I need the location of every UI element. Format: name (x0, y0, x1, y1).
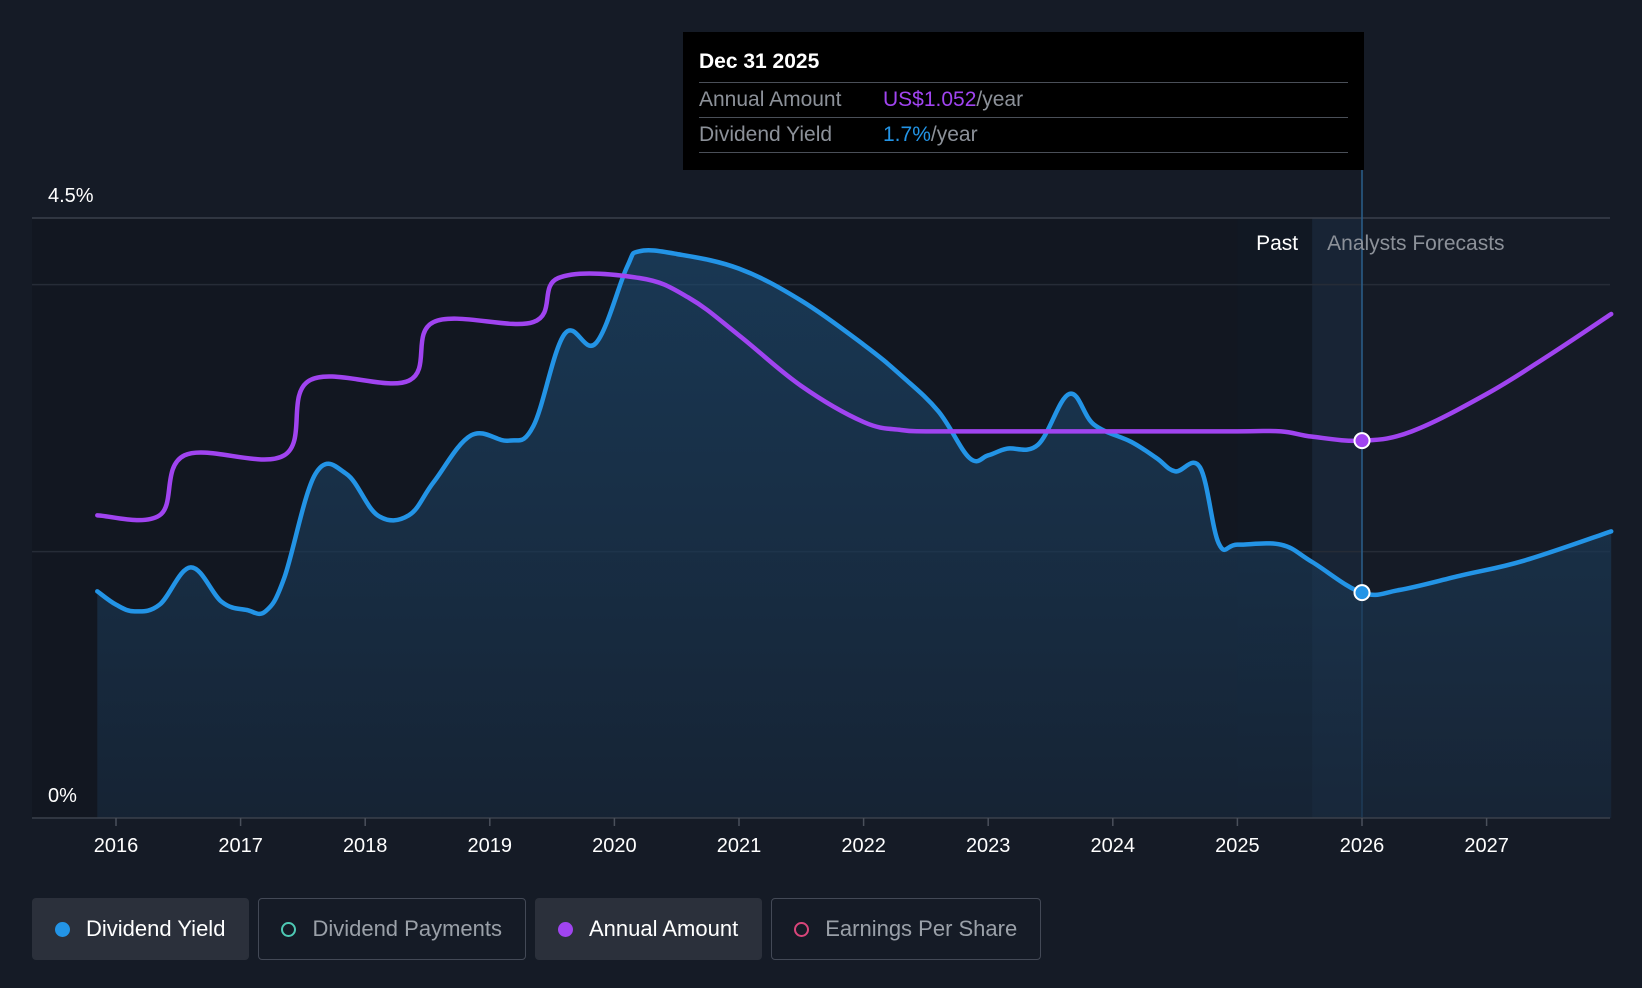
x-tick-label: 2018 (343, 835, 388, 857)
tooltip-row-annual-amount: Annual Amount US$1.052 /year (699, 83, 1348, 118)
tooltip-row-dividend-yield: Dividend Yield 1.7% /year (699, 118, 1348, 153)
legend-dividend-yield[interactable]: Dividend Yield (32, 898, 250, 960)
tooltip: Dec 31 2025 Annual Amount US$1.052 /year… (683, 32, 1364, 170)
y-tick-label-top: 4.5% (48, 185, 94, 207)
tooltip-value: 1.7% (883, 123, 931, 146)
tooltip-unit: /year (930, 123, 978, 146)
dividend-payments-ring-icon (281, 921, 297, 937)
legend-label: Dividend Payments (312, 916, 502, 941)
annual-amount-marker (1353, 432, 1371, 450)
dividend-yield-area (97, 250, 1612, 819)
x-tick-label: 2025 (1215, 835, 1260, 857)
x-tick-label: 2019 (468, 835, 513, 857)
x-tick-label: 2016 (94, 835, 139, 857)
tooltip-label: Dividend Yield (699, 123, 833, 146)
forecast-label: Analysts Forecasts (1327, 232, 1504, 255)
x-tick-label: 2023 (966, 835, 1011, 857)
tooltip-unit: /year (976, 88, 1024, 111)
x-tick-label: 2020 (592, 835, 637, 857)
x-tick-label: 2026 (1340, 835, 1385, 857)
y-tick-label-bottom: 0% (48, 785, 77, 807)
legend-dividend-payments[interactable]: Dividend Payments (258, 898, 526, 960)
x-tick-label: 2024 (1091, 835, 1136, 857)
legend-label: Earnings Per Share (825, 916, 1018, 941)
legend-label: Dividend Yield (86, 916, 226, 941)
tooltip-date: Dec 31 2025 (699, 48, 1348, 83)
legend: Dividend Yield Dividend Payments Annual … (32, 898, 1042, 960)
annual-amount-line (95, 271, 1614, 523)
past-label: Past (1256, 232, 1298, 255)
earnings-per-share-ring-icon (794, 921, 810, 937)
annual-amount-dot-icon (557, 921, 573, 937)
x-tick-label: 2022 (841, 835, 886, 857)
dividend-yield-marker (1353, 584, 1371, 602)
legend-annual-amount[interactable]: Annual Amount (534, 898, 763, 960)
legend-label: Annual Amount (588, 916, 739, 941)
dividend-yield-dot-icon (55, 921, 70, 937)
dividend-yield-line (95, 248, 1614, 617)
x-tick-label: 2021 (717, 835, 762, 857)
x-tick-label: 2017 (218, 835, 263, 857)
x-tick-label: 2027 (1464, 835, 1509, 857)
tooltip-label: Annual Amount (699, 88, 842, 111)
legend-earnings-per-share[interactable]: Earnings Per Share (771, 898, 1042, 960)
tooltip-value: US$1.052 (883, 88, 977, 111)
